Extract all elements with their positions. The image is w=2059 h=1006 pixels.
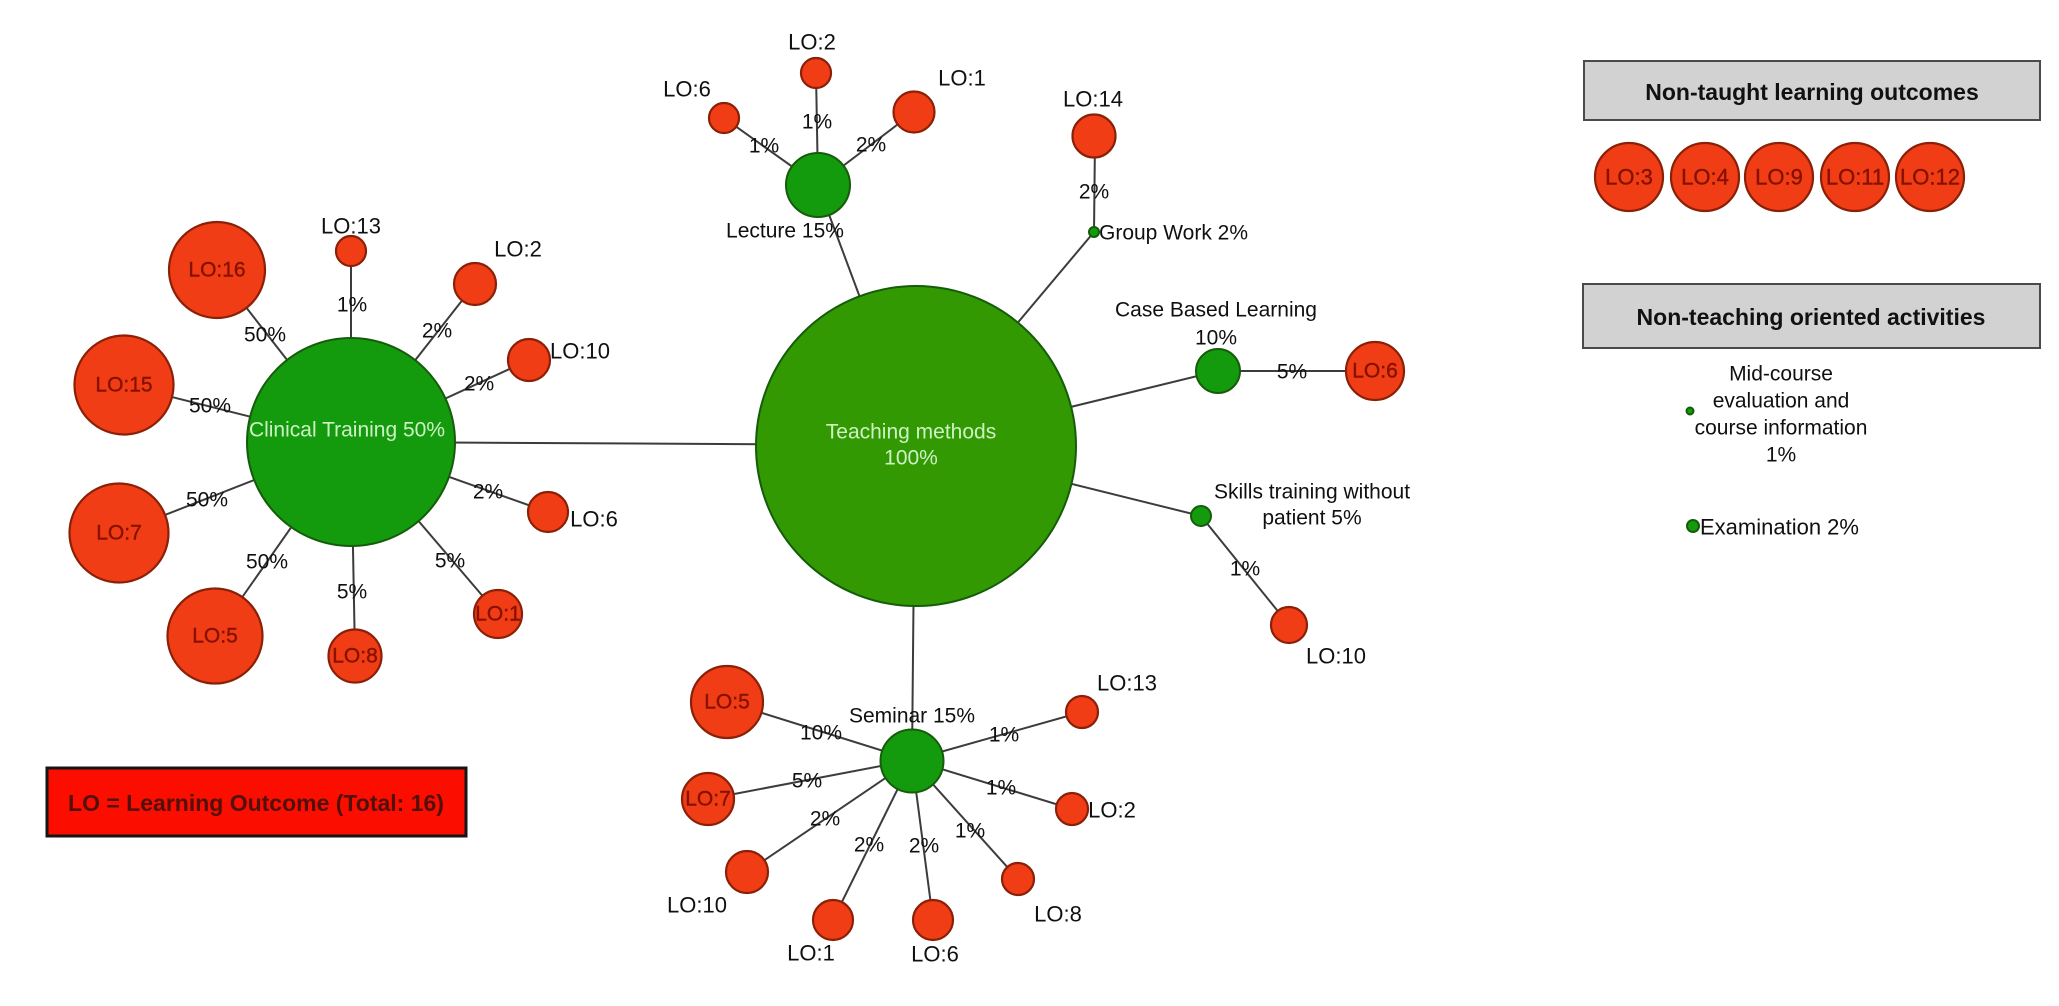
svg-text:Non-taught learning outcomes: Non-taught learning outcomes (1645, 79, 1979, 105)
svg-text:2%: 2% (810, 808, 840, 831)
svg-text:LO = Learning Outcome (Total:: LO = Learning Outcome (Total: 16) (68, 790, 444, 816)
svg-text:Clinical Training 50%: Clinical Training 50% (249, 419, 445, 442)
svg-text:LO:4: LO:4 (1681, 165, 1729, 190)
svg-text:2%: 2% (422, 320, 452, 343)
svg-text:LO:8: LO:8 (1034, 902, 1082, 927)
svg-text:2%: 2% (854, 834, 884, 857)
svg-text:LO:12: LO:12 (1900, 165, 1960, 190)
svg-text:LO:10: LO:10 (550, 339, 610, 364)
svg-text:LO:6: LO:6 (1352, 360, 1398, 383)
svg-text:1%: 1% (337, 294, 367, 317)
svg-text:2%: 2% (473, 481, 503, 504)
svg-text:1%: 1% (1230, 558, 1260, 581)
svg-text:LO:10: LO:10 (667, 893, 727, 918)
svg-text:evaluation and: evaluation and (1713, 390, 1850, 413)
svg-text:5%: 5% (1277, 361, 1307, 384)
svg-text:LO:6: LO:6 (570, 507, 618, 532)
svg-text:LO:16: LO:16 (188, 259, 245, 282)
svg-text:LO:7: LO:7 (685, 788, 731, 811)
svg-text:2%: 2% (1079, 181, 1109, 204)
svg-text:LO:7: LO:7 (96, 522, 142, 545)
svg-text:Teaching methods: Teaching methods (826, 421, 996, 444)
svg-text:Skills training without: Skills training without (1214, 481, 1410, 504)
svg-text:50%: 50% (246, 551, 288, 574)
svg-text:LO:2: LO:2 (1088, 798, 1136, 823)
svg-text:50%: 50% (186, 489, 228, 512)
svg-text:50%: 50% (244, 324, 286, 347)
svg-text:1%: 1% (802, 111, 832, 134)
svg-text:LO:5: LO:5 (192, 625, 238, 648)
svg-text:50%: 50% (189, 395, 231, 418)
svg-text:LO:6: LO:6 (663, 77, 711, 102)
svg-text:LO:5: LO:5 (704, 691, 750, 714)
svg-text:LO:3: LO:3 (1605, 165, 1653, 190)
svg-text:1%: 1% (749, 135, 779, 158)
svg-text:100%: 100% (884, 447, 938, 470)
svg-text:LO:1: LO:1 (475, 603, 521, 626)
svg-text:LO:13: LO:13 (1097, 671, 1157, 696)
svg-text:2%: 2% (464, 373, 494, 396)
svg-text:course information: course information (1695, 417, 1868, 440)
svg-text:Lecture 15%: Lecture 15% (726, 220, 844, 243)
svg-text:LO:8: LO:8 (332, 645, 378, 668)
svg-text:1%: 1% (955, 820, 985, 843)
svg-text:10%: 10% (1195, 327, 1237, 350)
svg-text:1%: 1% (989, 724, 1019, 747)
svg-text:LO:13: LO:13 (321, 214, 381, 239)
svg-text:LO:2: LO:2 (494, 237, 542, 262)
svg-text:LO:15: LO:15 (95, 374, 152, 397)
svg-text:5%: 5% (435, 550, 465, 573)
svg-text:LO:9: LO:9 (1755, 165, 1803, 190)
svg-text:1%: 1% (1766, 444, 1796, 467)
svg-text:LO:11: LO:11 (1826, 165, 1884, 190)
svg-text:patient 5%: patient 5% (1262, 507, 1361, 530)
svg-text:LO:1: LO:1 (787, 941, 835, 966)
svg-text:2%: 2% (909, 835, 939, 858)
svg-text:LO:6: LO:6 (911, 942, 959, 967)
svg-text:2%: 2% (856, 134, 886, 157)
svg-text:LO:2: LO:2 (788, 30, 836, 55)
svg-text:LO:14: LO:14 (1063, 87, 1123, 112)
svg-text:Case Based Learning: Case Based Learning (1115, 299, 1317, 322)
svg-text:LO:10: LO:10 (1306, 644, 1366, 669)
svg-text:Examination 2%: Examination 2% (1700, 515, 1859, 540)
svg-text:10%: 10% (800, 722, 842, 745)
svg-text:1%: 1% (986, 777, 1016, 800)
svg-text:5%: 5% (792, 770, 822, 793)
svg-text:LO:1: LO:1 (938, 66, 986, 91)
svg-text:Group Work 2%: Group Work 2% (1099, 222, 1248, 245)
svg-text:5%: 5% (337, 581, 367, 604)
svg-text:Mid-course: Mid-course (1729, 363, 1833, 386)
svg-text:Non-teaching oriented activiti: Non-teaching oriented activities (1637, 304, 1986, 330)
svg-text:Seminar 15%: Seminar 15% (849, 705, 975, 728)
